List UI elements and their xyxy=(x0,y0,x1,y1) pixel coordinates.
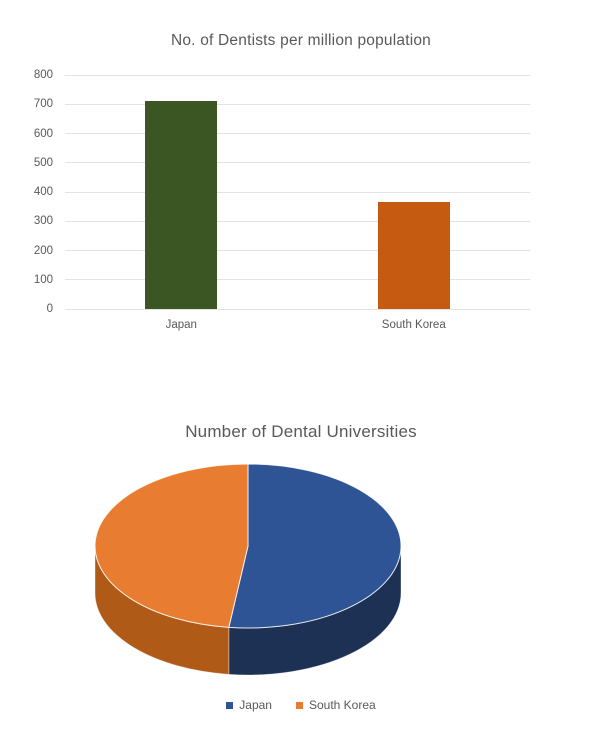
bar-plot-area: 0 100 200 300 400 500 600 700 800 Japan South Kore… xyxy=(34,69,530,331)
legend-item-south-korea: South Korea xyxy=(295,698,376,712)
legend-label: Japan xyxy=(239,698,272,712)
y-axis-tick-label: 300 xyxy=(33,215,53,228)
y-axis-tick-label: 500 xyxy=(33,156,53,169)
pie-3d-graphic xyxy=(94,463,402,676)
y-axis-tick-label: 400 xyxy=(33,186,53,198)
gridline xyxy=(65,191,530,193)
pie-legend: Japan South Korea xyxy=(0,698,602,712)
gridline xyxy=(65,220,530,222)
bar-chart-title: No. of Dentists per million population xyxy=(170,32,432,49)
y-axis-tick-label: 700 xyxy=(33,98,53,111)
legend-marker-japan xyxy=(226,701,234,709)
pie-slice-south-korea xyxy=(94,463,249,628)
gridline xyxy=(65,250,530,251)
gridline xyxy=(65,133,530,134)
universities-pie-chart: Number of Dental Universities Japan South… xyxy=(0,380,602,753)
y-axis-tick-label: 600 xyxy=(33,127,53,140)
pie-slice-japan xyxy=(228,463,402,629)
legend-label: South Korea xyxy=(308,698,376,712)
x-axis-category-label: Japan xyxy=(165,319,197,331)
pie-chart-title: Number of Dental Universities xyxy=(185,422,417,441)
y-axis-tick-label: 0 xyxy=(46,303,53,315)
gridline xyxy=(65,308,530,310)
bar-south-korea xyxy=(377,202,450,309)
gridline xyxy=(65,162,530,164)
legend-marker-south-korea xyxy=(295,701,303,709)
y-axis-tick-label: 200 xyxy=(33,244,53,257)
bar-japan xyxy=(145,101,218,309)
gridline xyxy=(65,74,530,76)
dentists-bar-chart: No. of Dentists per million population 0… xyxy=(0,0,602,375)
y-axis-tick-label: 800 xyxy=(33,69,53,81)
gridline xyxy=(65,279,530,281)
legend-item-japan: Japan xyxy=(226,698,272,712)
y-axis-tick-label: 100 xyxy=(33,273,53,286)
x-axis-category-label: South Korea xyxy=(381,319,446,331)
gridline xyxy=(65,103,530,105)
